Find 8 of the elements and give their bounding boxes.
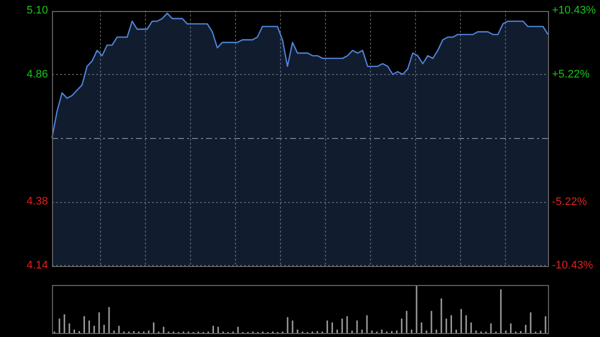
y2-tick-label: +10.43% (552, 4, 596, 17)
y-tick-label: 4.86 (26, 68, 48, 80)
y-tick-label: 5.10 (26, 4, 48, 17)
y-tick-label: 4.38 (26, 196, 48, 208)
y-tick-label: 4.14 (26, 259, 48, 272)
y2-tick-label: -10.43% (552, 259, 594, 272)
y2-tick-label: -5.22% (552, 196, 588, 208)
y2-tick-label: +5.22% (552, 68, 590, 80)
